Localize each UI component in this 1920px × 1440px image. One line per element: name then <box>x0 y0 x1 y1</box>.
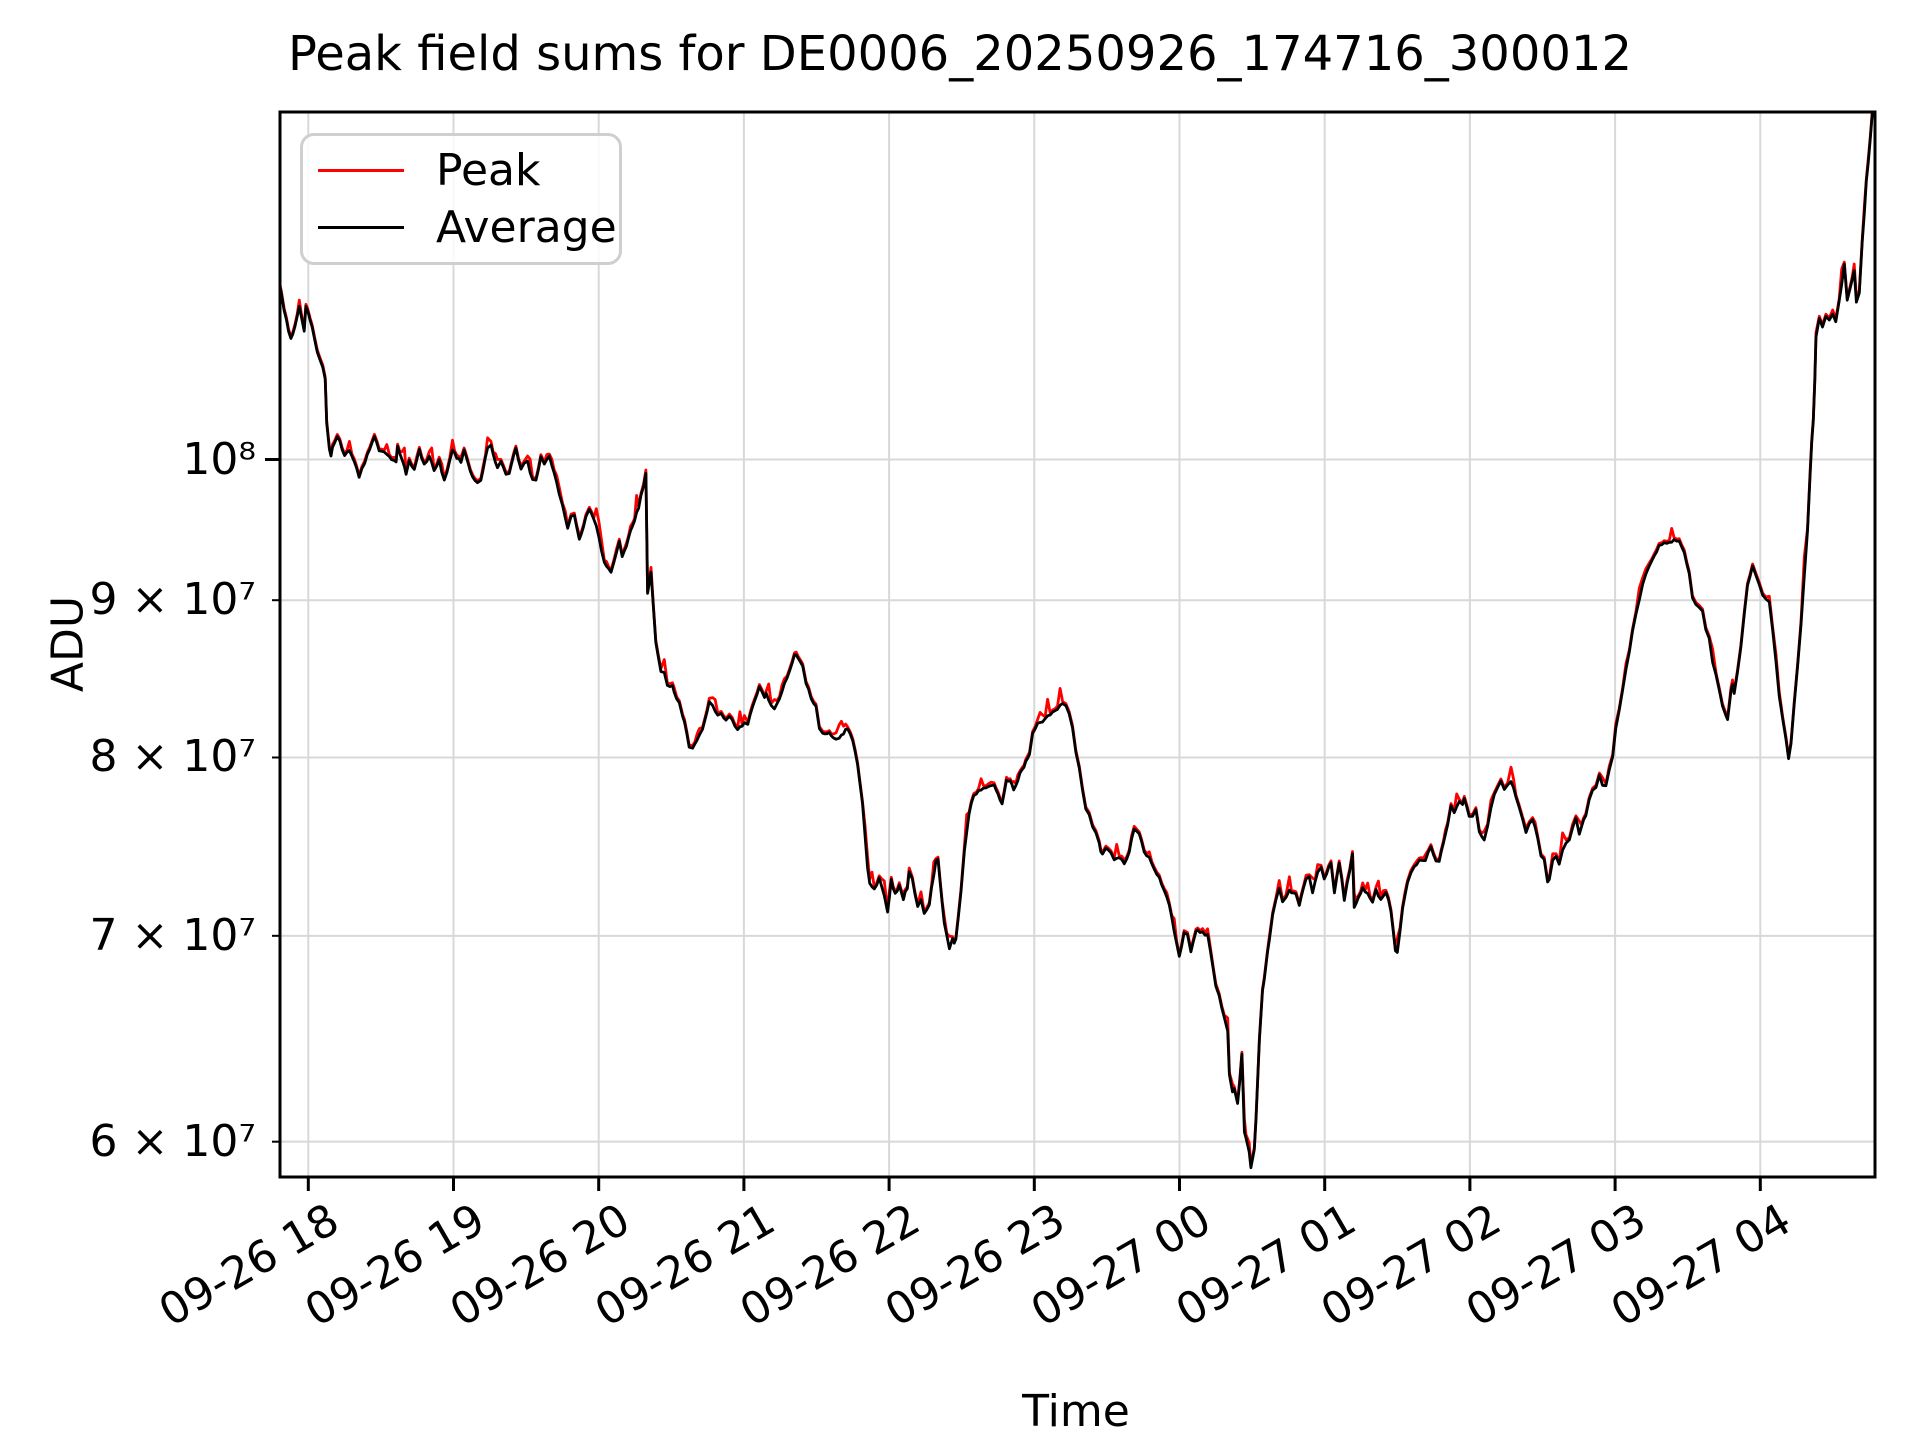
y-tick-label: 6 × 10⁷ <box>89 1115 256 1167</box>
y-tick-label: 8 × 10⁷ <box>89 731 256 783</box>
y-tick-label: 9 × 10⁷ <box>89 574 256 626</box>
x-axis-label: Time <box>1022 1386 1130 1437</box>
legend-label-average: Average <box>436 201 617 253</box>
y-tick-label: 7 × 10⁷ <box>89 909 256 961</box>
legend-swatch-average <box>318 226 404 229</box>
series-average <box>281 113 1874 1170</box>
chart-title: Peak field sums for DE0006_20250926_1747… <box>288 26 1632 82</box>
legend-item-peak: Peak <box>303 144 619 196</box>
grid <box>280 112 1875 1177</box>
legend-item-average: Average <box>303 201 619 253</box>
y-tick-label: 10⁸ <box>182 433 256 485</box>
legend-swatch-peak <box>318 169 404 172</box>
series-peak <box>281 113 1874 1167</box>
legend-label-peak: Peak <box>436 144 541 196</box>
axis-spines <box>278 110 1877 1179</box>
tick-marks <box>265 458 1762 1191</box>
legend: Peak Average <box>300 133 622 265</box>
